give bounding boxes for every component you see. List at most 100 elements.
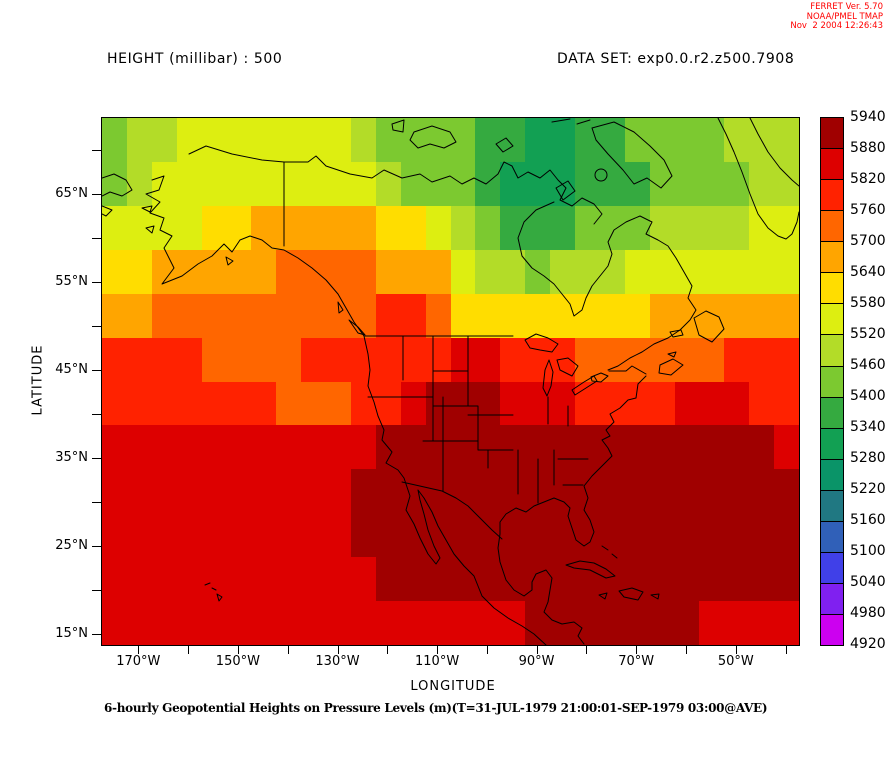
- heatmap-cell: [201, 293, 227, 338]
- colorbar-label: 5760: [850, 202, 886, 218]
- heatmap-cell: [301, 425, 327, 470]
- heatmap-cell: [126, 469, 153, 514]
- hudson-bay-path: [517, 201, 697, 371]
- heatmap-cell: [525, 205, 551, 251]
- heatmap-cell: [176, 118, 202, 163]
- heatmap-cell: [301, 205, 327, 251]
- x-axis-tick-label: 50°W: [717, 654, 754, 669]
- heatmap-cell: [400, 118, 426, 163]
- colorbar-label: 5880: [850, 140, 886, 156]
- heatmap-cell: [151, 557, 178, 602]
- heatmap-cell: [375, 381, 402, 426]
- heatmap-cell: [724, 337, 750, 382]
- heatmap-cell: [724, 425, 750, 470]
- heatmap-cell: [126, 118, 153, 163]
- colorbar-label: 5280: [850, 450, 886, 466]
- heatmap-cell: [126, 601, 153, 645]
- heatmap-cell: [649, 161, 675, 207]
- x-axis-tick: [237, 646, 239, 654]
- heatmap-cell: [151, 118, 178, 163]
- heatmap-cell: [674, 161, 700, 207]
- colorbar-label: 5640: [850, 264, 886, 280]
- heatmap-cell: [525, 381, 551, 426]
- colorbar-label: 5040: [850, 574, 886, 590]
- heatmap-cell: [251, 205, 277, 251]
- heatmap-cell: [251, 557, 277, 602]
- arctic-coast-path: [188, 145, 603, 225]
- colorbar-label: 5220: [850, 481, 886, 497]
- heatmap-cell: [400, 337, 426, 382]
- heatmap-cell: [350, 469, 377, 514]
- heatmap-cell: [201, 118, 227, 163]
- heatmap-cell: [649, 293, 675, 338]
- colorbar-block: [821, 458, 843, 490]
- heatmap-cell: [774, 557, 799, 602]
- heatmap-cell: [774, 469, 799, 514]
- arctic-islands-path: [391, 118, 673, 201]
- heatmap-cell: [201, 161, 227, 207]
- heatmap-cell: [201, 337, 227, 382]
- heatmap-cell: [749, 557, 775, 602]
- colorbar-block: [821, 210, 843, 242]
- x-axis-tick-label: 70°W: [618, 654, 655, 669]
- heatmap-cell: [500, 469, 526, 514]
- heatmap-cell: [176, 249, 202, 295]
- x-axis-tick: [387, 646, 389, 654]
- heatmap-cell: [500, 161, 526, 207]
- heatmap-cell: [649, 513, 675, 558]
- colorbar-label: 5340: [850, 419, 886, 435]
- heatmap-cell: [475, 557, 501, 602]
- colorbar-block: [821, 614, 843, 646]
- heatmap-cell: [724, 513, 750, 558]
- heatmap-cell: [176, 557, 202, 602]
- heatmap-cell: [400, 425, 426, 470]
- heatmap-cell: [301, 293, 327, 338]
- heatmap-cell: [301, 161, 327, 207]
- heatmap-cell: [400, 161, 426, 207]
- heatmap-cell: [425, 469, 451, 514]
- heatmap-cell: [425, 557, 451, 602]
- heatmap-cell: [674, 513, 700, 558]
- heatmap-cell: [674, 381, 700, 426]
- heatmap-cell: [450, 469, 476, 514]
- heatmap-cell: [450, 513, 476, 558]
- heatmap-cell: [102, 205, 128, 251]
- heatmap-cell: [201, 381, 227, 426]
- heatmap-cell: [350, 118, 377, 163]
- heatmap-cell: [475, 337, 501, 382]
- heatmap-cell: [226, 469, 252, 514]
- heatmap-cell: [251, 381, 277, 426]
- heatmap-cell: [649, 601, 675, 645]
- heatmap-cell: [699, 293, 725, 338]
- heatmap-cell: [475, 513, 501, 558]
- heatmap-cell: [326, 469, 352, 514]
- y-axis-tick-label: 45°N: [55, 362, 88, 377]
- heatmap-cell: [500, 293, 526, 338]
- heatmap-cell: [226, 293, 252, 338]
- heatmap-cell: [126, 161, 153, 207]
- heatmap-cell: [102, 249, 128, 295]
- heatmap-cell: [126, 293, 153, 338]
- dataset-title: DATA SET: exp0.0.r2.z500.7908: [557, 51, 795, 67]
- x-axis-tick-label: 170°W: [116, 654, 161, 669]
- heatmap-cell: [525, 513, 551, 558]
- heatmap-cell: [350, 601, 377, 645]
- x-axis-tick: [586, 646, 588, 654]
- x-axis-tick: [337, 646, 339, 654]
- heatmap-cell: [550, 118, 576, 163]
- heatmap-cell: [375, 601, 402, 645]
- heatmap-cell: [724, 381, 750, 426]
- heatmap-cell: [749, 161, 775, 207]
- heatmap-cell: [649, 469, 675, 514]
- coastline-path: [145, 175, 547, 645]
- colorbar-label: 5580: [850, 295, 886, 311]
- heatmap-cell: [599, 293, 626, 338]
- heatmap-cell: [176, 469, 202, 514]
- heatmap-cell: [251, 425, 277, 470]
- heatmap-cell: [102, 469, 128, 514]
- heatmap-cell: [450, 249, 476, 295]
- x-axis-tick: [437, 646, 439, 654]
- colorbar-block: [821, 551, 843, 583]
- heatmap-cell: [425, 161, 451, 207]
- heatmap-cell: [400, 381, 426, 426]
